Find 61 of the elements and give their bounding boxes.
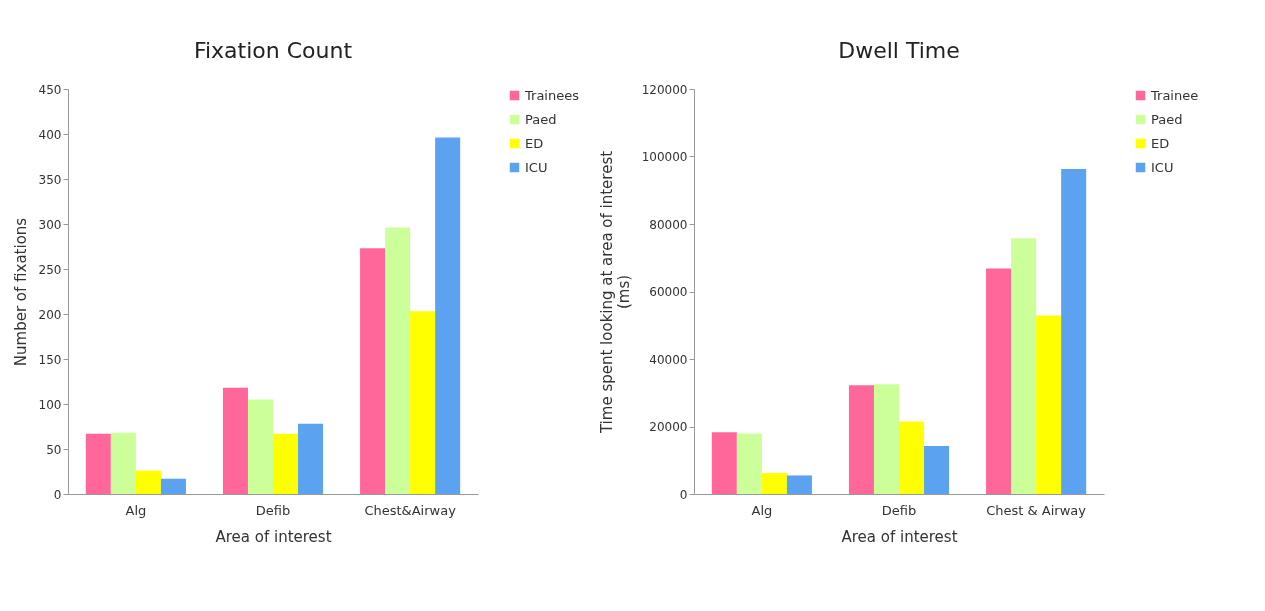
- y-tick-label: 80000: [649, 217, 688, 232]
- y-tick-label: 120000: [641, 82, 688, 97]
- x-tick-label: Alg: [751, 502, 773, 518]
- bar: [986, 268, 1012, 494]
- y-tick-label: 400: [38, 127, 62, 142]
- x-axis-title: Area of interest: [841, 527, 958, 546]
- legend-label: Paed: [525, 111, 557, 127]
- chart-title: Fixation Count: [193, 38, 353, 63]
- bar: [85, 433, 111, 494]
- chart-title: Dwell Time: [838, 38, 960, 63]
- bar: [1061, 168, 1087, 494]
- bar: [247, 399, 273, 494]
- bar: [711, 432, 737, 494]
- bar: [435, 137, 461, 494]
- y-axis-title: Time spent looking at area of interest (ms): [597, 150, 633, 435]
- x-tick-label: Defib: [255, 502, 291, 518]
- bar: [899, 421, 925, 494]
- bar: [761, 473, 787, 494]
- legend-label: ICU: [525, 159, 548, 175]
- y-tick-label: 200: [38, 307, 62, 322]
- y-tick-label: 150: [38, 352, 62, 367]
- x-tick-label: Defib: [881, 502, 917, 518]
- bar: [848, 385, 874, 494]
- y-axis-title: Number of fixations: [11, 217, 30, 367]
- y-tick-label: 20000: [649, 420, 688, 434]
- bar: [222, 387, 248, 494]
- legend-label: Trainee: [1150, 87, 1199, 103]
- bar: [786, 475, 812, 494]
- x-axis-title: Area of interest: [215, 527, 332, 546]
- x-tick-label: Chest&Airway: [364, 502, 457, 518]
- bar: [110, 432, 136, 494]
- bar: [385, 227, 411, 494]
- bar: [298, 423, 324, 494]
- y-tick-label: 0: [679, 487, 688, 502]
- legend-label: ICU: [1151, 159, 1174, 175]
- x-tick-label: Alg: [125, 502, 147, 518]
- y-tick-label: 100000: [641, 150, 688, 164]
- bar: [360, 248, 386, 494]
- y-tick-label: 0: [53, 487, 62, 502]
- legend-label: Paed: [1151, 111, 1183, 127]
- bar: [736, 433, 762, 494]
- legend-label: ED: [1151, 135, 1170, 151]
- y-tick-label: 50: [46, 442, 62, 457]
- bar: [273, 433, 299, 494]
- bar: [160, 478, 186, 494]
- y-tick-label: 300: [38, 217, 62, 232]
- y-tick-label: 40000: [649, 352, 688, 367]
- legend-label: ED: [525, 135, 544, 151]
- y-tick-label: 350: [38, 172, 62, 187]
- bar: [410, 311, 436, 494]
- bar: [873, 384, 899, 494]
- y-tick-label: 450: [38, 82, 62, 97]
- y-tick-label: 60000: [649, 285, 688, 299]
- bar: [135, 470, 161, 494]
- y-tick-label: 250: [38, 262, 62, 277]
- bar: [1036, 315, 1062, 494]
- x-tick-label: Chest & Airway: [986, 502, 1087, 518]
- bar: [924, 446, 950, 494]
- bar: [1011, 238, 1037, 494]
- y-tick-label: 100: [38, 397, 62, 412]
- legend-label: Trainees: [524, 87, 580, 103]
